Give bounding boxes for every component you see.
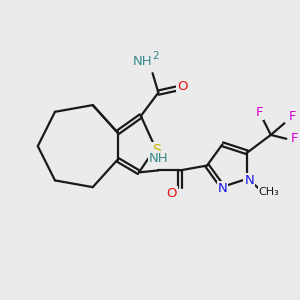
Text: N: N — [244, 174, 254, 187]
Text: O: O — [167, 187, 177, 200]
Text: N: N — [218, 182, 227, 195]
Text: NH: NH — [148, 152, 168, 165]
Text: 2: 2 — [152, 51, 159, 61]
Text: O: O — [177, 80, 188, 93]
Text: F: F — [290, 132, 298, 145]
Text: CH₃: CH₃ — [259, 187, 279, 197]
Text: F: F — [288, 110, 296, 123]
Text: S: S — [152, 143, 161, 157]
Text: F: F — [255, 106, 263, 119]
Text: NH: NH — [133, 55, 153, 68]
